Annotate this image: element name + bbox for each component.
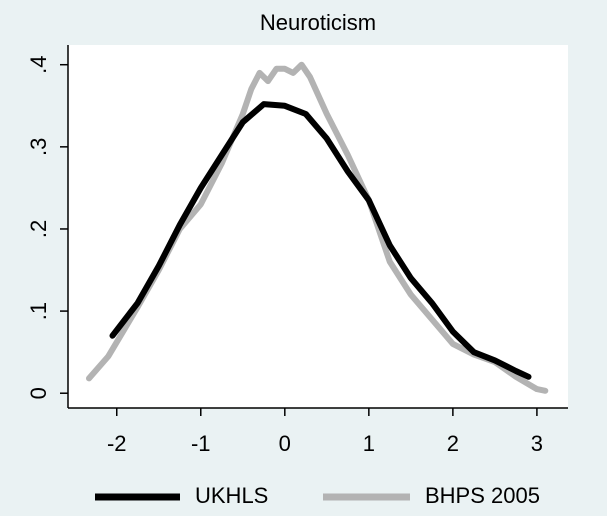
x-tick-label: 2 [447, 431, 459, 456]
x-tick-label: -1 [191, 431, 211, 456]
y-tick-label: .1 [26, 302, 51, 320]
legend-label: BHPS 2005 [425, 483, 540, 508]
y-tick-label: .4 [26, 56, 51, 74]
series-line [86, 61, 549, 394]
x-tick-label: 1 [363, 431, 375, 456]
legend-label: UKHLS [195, 483, 268, 508]
chart-title: Neuroticism [260, 10, 376, 35]
x-tick-label: -2 [107, 431, 127, 456]
x-tick-label: 0 [279, 431, 291, 456]
y-tick-label: .2 [26, 220, 51, 238]
series-line [109, 101, 532, 380]
x-tick-label: 3 [531, 431, 543, 456]
plot-area [68, 45, 568, 408]
y-tick-label: .3 [26, 138, 51, 156]
y-tick-label: 0 [26, 387, 51, 399]
